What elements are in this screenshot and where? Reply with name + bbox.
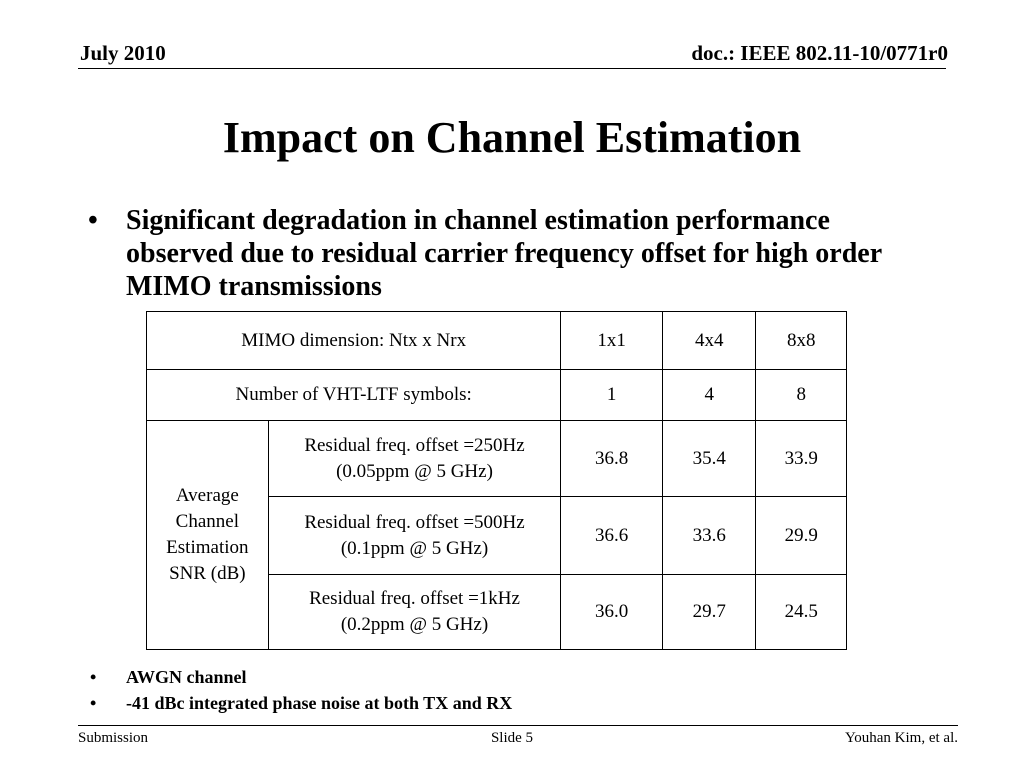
table-cell: 36.8	[560, 420, 663, 497]
table-cell: 36.6	[560, 496, 663, 575]
table-row: Residual freq. offset =1kHz (0.2ppm @ 5 …	[147, 574, 847, 650]
header-doc-id: doc.: IEEE 802.11-10/0771r0	[691, 41, 948, 65]
main-bullet-text: Significant degradation in channel estim…	[126, 205, 882, 302]
table-row-label: Residual freq. offset =1kHz (0.2ppm @ 5 …	[267, 574, 562, 650]
footer-slide-number: Slide 5	[490, 730, 534, 746]
snr-table: MIMO dimension: Ntx x Nrx 1x1 4x4 8x8 Nu…	[145, 311, 847, 650]
main-bullet: • Significant degradation in channel est…	[88, 204, 938, 303]
table-group-label: Average Channel Estimation SNR (dB)	[146, 420, 269, 650]
slide-title: Impact on Channel Estimation	[222, 113, 802, 162]
table-cell: 33.9	[755, 420, 847, 497]
table-header-label: MIMO dimension: Ntx x Nrx	[145, 311, 562, 370]
table-row-label: Residual freq. offset =500Hz (0.1ppm @ 5…	[267, 496, 562, 575]
table-row: Residual freq. offset =500Hz (0.1ppm @ 5…	[147, 496, 847, 575]
header-date: July 2010	[80, 41, 166, 65]
table-cell: 35.4	[661, 420, 757, 497]
table-cell: 29.7	[661, 574, 757, 650]
bullet-marker: •	[90, 693, 97, 713]
table-cell: 1	[560, 369, 663, 421]
table-cell: 24.5	[755, 574, 847, 650]
bullet-marker: •	[90, 667, 97, 687]
table-cell: 4	[661, 369, 757, 421]
table-cell: 29.9	[755, 496, 847, 575]
footer-submission: Submission	[78, 730, 149, 746]
note-text: AWGN channel	[126, 667, 247, 687]
notes-list: • AWGN channel • -41 dBc integrated phas…	[90, 664, 512, 716]
table-cell: 4x4	[661, 311, 757, 370]
row-label-line: Residual freq. offset =1kHz	[309, 588, 520, 609]
table-cell: 8x8	[755, 311, 847, 370]
row-label-line: (0.05ppm @ 5 GHz)	[336, 460, 493, 482]
header-divider	[78, 68, 946, 69]
table-row: Average Channel Estimation SNR (dB) Resi…	[146, 420, 847, 650]
list-item: • -41 dBc integrated phase noise at both…	[90, 690, 512, 716]
table-cell: 8	[755, 369, 847, 421]
table-row-label: Residual freq. offset =250Hz (0.05ppm @ …	[267, 420, 562, 497]
table-cell: 1x1	[560, 311, 663, 370]
row-label-line: Residual freq. offset =250Hz	[304, 434, 525, 456]
table-cell: 36.0	[560, 574, 663, 650]
row-label-line: Residual freq. offset =500Hz	[304, 511, 525, 533]
note-text: -41 dBc integrated phase noise at both T…	[126, 693, 513, 713]
footer-divider	[78, 725, 958, 726]
footer-author: Youhan Kim, et al.	[844, 730, 958, 746]
list-item: • AWGN channel	[90, 664, 512, 690]
bullet-marker: •	[88, 205, 98, 236]
row-label-line: (0.1ppm @ 5 GHz)	[340, 537, 489, 559]
table-row: MIMO dimension: Ntx x Nrx 1x1 4x4 8x8	[145, 311, 847, 370]
table-row: Number of VHT-LTF symbols: 1 4 8	[145, 369, 847, 421]
table-row-label: Number of VHT-LTF symbols:	[145, 369, 562, 421]
row-label-line: (0.2ppm @ 5 GHz)	[340, 614, 489, 635]
table-cell: 33.6	[661, 496, 757, 575]
